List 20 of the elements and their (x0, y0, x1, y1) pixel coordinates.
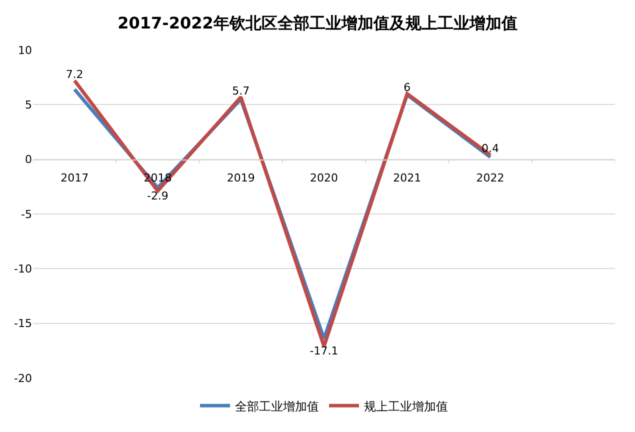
data-label: -17.1 (310, 344, 338, 358)
data-label: 7.2 (66, 68, 84, 81)
data-label: 6 (404, 80, 411, 94)
x-tick-label: 2022 (476, 172, 504, 185)
x-tick-label: 2019 (226, 172, 255, 185)
data-label: -2.9 (146, 189, 168, 202)
chart-title: 2017-2022年钦北区全部工业增加值及规上工业增加值 (118, 13, 518, 32)
y-tick-label: -5 (21, 208, 32, 221)
data-label: 5.7 (232, 84, 250, 98)
legend-label: 全部工业增加值 (235, 399, 319, 414)
y-tick-label: 0 (25, 153, 32, 166)
y-tick-label: -15 (14, 317, 32, 330)
y-tick-label: -10 (14, 262, 32, 276)
x-tick-label: 2020 (310, 172, 338, 185)
x-tick-label: 2017 (60, 172, 89, 185)
y-tick-label: 10 (18, 44, 32, 57)
y-tick-label: -20 (14, 372, 32, 385)
y-tick-label: 5 (25, 98, 32, 112)
x-tick-label: 2021 (393, 172, 422, 185)
legend-label: 规上工业增加值 (364, 399, 448, 414)
